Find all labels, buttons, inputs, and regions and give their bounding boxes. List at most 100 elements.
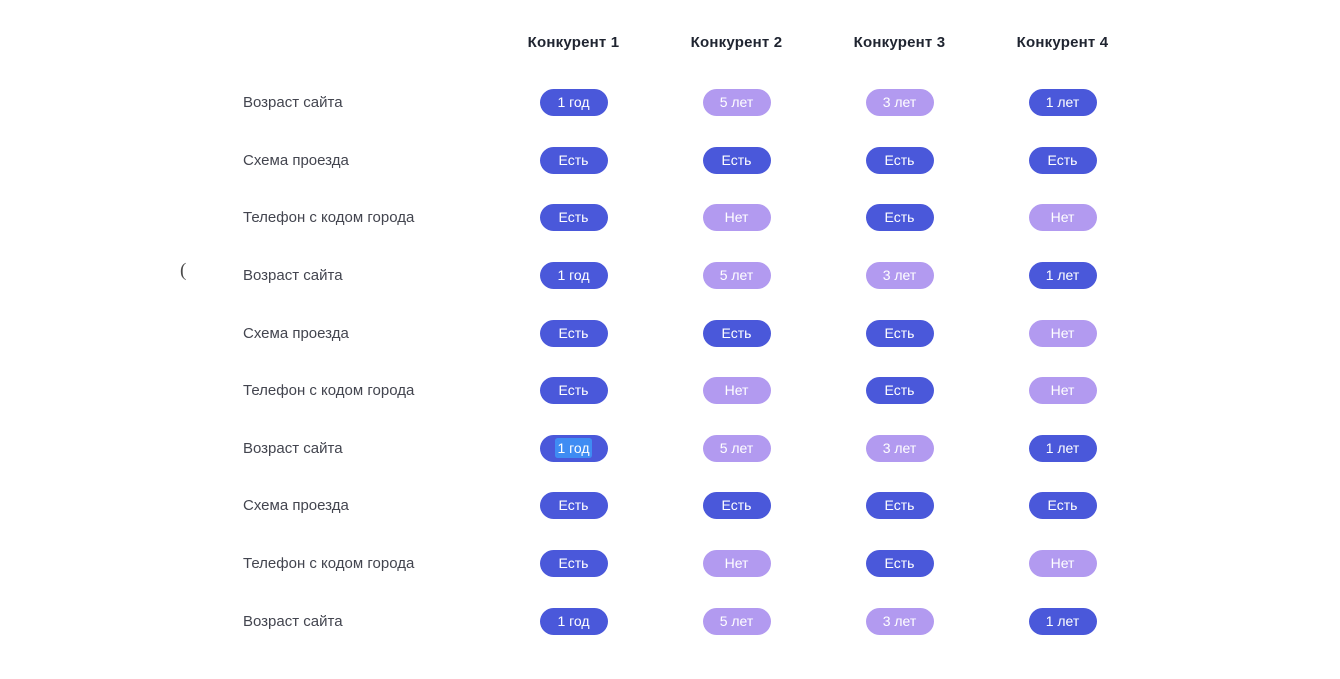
value-badge: 5 лет (702, 262, 771, 290)
table-cell: 5 лет (655, 607, 818, 635)
table-row: Схема проезда Есть Есть Есть Есть (0, 477, 1340, 535)
value-badge: Нет (1028, 319, 1097, 347)
table-row: Схема проезда Есть Есть Есть Есть (0, 132, 1340, 190)
stray-parenthesis: ( (180, 260, 187, 281)
value-badge: 1 год (539, 89, 608, 117)
value-badge: Есть (865, 319, 934, 347)
table-cell: Нет (655, 377, 818, 405)
table-cell: 1 лет (981, 89, 1144, 117)
value-badge: Есть (539, 319, 608, 347)
badge-text: 3 лет (882, 94, 917, 111)
table-row: Телефон с кодом города Есть Нет Есть Нет (0, 362, 1340, 420)
value-badge: Есть (865, 377, 934, 405)
competitor-comparison-table: Конкурент 1 Конкурент 2 Конкурент 3 Конкуре… (0, 0, 1340, 635)
value-badge: 1 лет (1028, 262, 1097, 290)
badge-text: 5 лет (719, 612, 754, 629)
value-badge: 5 лет (702, 607, 771, 635)
value-badge: 3 лет (865, 607, 934, 635)
table-cell: 5 лет (655, 89, 818, 117)
value-badge: 1 лет (1028, 89, 1097, 117)
value-badge: Нет (702, 550, 771, 578)
badge-text: 5 лет (719, 94, 754, 111)
table-cell: Есть (492, 204, 655, 232)
table-cell: Есть (981, 492, 1144, 520)
badge-text-selected: 1 год (557, 439, 590, 456)
badge-text: Нет (724, 555, 749, 572)
value-badge: Есть (539, 204, 608, 232)
badge-text: Нет (1050, 209, 1075, 226)
badge-text: Есть (1047, 151, 1078, 168)
column-header-1: Конкурент 1 (527, 33, 620, 51)
row-label: Возраст сайта (243, 94, 343, 112)
row-label: Возраст сайта (243, 439, 343, 457)
value-badge: Есть (702, 146, 771, 174)
row-label: Схема проезда (243, 497, 349, 515)
value-badge: 3 лет (865, 434, 934, 462)
value-badge: Есть (539, 146, 608, 174)
table-cell: 3 лет (818, 89, 981, 117)
table-cell: Есть (492, 146, 655, 174)
badge-text: Есть (884, 151, 915, 168)
badge-text: Есть (884, 555, 915, 572)
row-label: Телефон с кодом города (243, 209, 415, 227)
table-cell: 1 лет (981, 434, 1144, 462)
badge-text: 1 лет (1045, 612, 1080, 629)
badge-text: 1 лет (1045, 439, 1080, 456)
badge-text: 1 год (557, 94, 590, 111)
value-badge: Нет (1028, 377, 1097, 405)
table-cell: 1 год (492, 262, 655, 290)
table-cell: Есть (492, 550, 655, 578)
badge-text: Нет (1050, 382, 1075, 399)
table-cell: 1 лет (981, 262, 1144, 290)
badge-text: 3 лет (882, 439, 917, 456)
badge-text: Есть (721, 151, 752, 168)
table-row: Телефон с кодом города Есть Нет Есть Нет (0, 189, 1340, 247)
value-badge: Нет (1028, 204, 1097, 232)
header-row: Конкурент 1 Конкурент 2 Конкурент 3 Конкуре… (0, 0, 1340, 74)
value-badge: Есть (865, 550, 934, 578)
row-label: Телефон с кодом города (243, 382, 415, 400)
table-cell: Есть (818, 319, 981, 347)
table-cell: 5 лет (655, 262, 818, 290)
badge-text: Нет (1050, 324, 1075, 341)
table-cell: Нет (981, 204, 1144, 232)
row-label: Возраст сайта (243, 612, 343, 630)
value-badge: Есть (865, 492, 934, 520)
table-row: Возраст сайта 1 год 5 лет 3 лет 1 лет (0, 247, 1340, 305)
badge-text: Нет (724, 209, 749, 226)
table-cell: 3 лет (818, 262, 981, 290)
value-badge: Нет (702, 204, 771, 232)
table-row: Возраст сайта 1 год 5 лет 3 лет 1 лет (0, 420, 1340, 478)
table-cell: Нет (655, 550, 818, 578)
value-badge: 3 лет (865, 262, 934, 290)
badge-text: Есть (558, 555, 589, 572)
value-badge: Есть (865, 146, 934, 174)
badge-text: Есть (1047, 497, 1078, 514)
table-cell: 3 лет (818, 434, 981, 462)
value-badge: Есть (1028, 492, 1097, 520)
table-cell: Нет (981, 319, 1144, 347)
table-row: Возраст сайта 1 год 5 лет 3 лет 1 лет (0, 74, 1340, 132)
table-cell: Есть (655, 319, 818, 347)
value-badge: Есть (702, 492, 771, 520)
table-cell: Есть (655, 146, 818, 174)
table-cell: Нет (981, 377, 1144, 405)
value-badge: Есть (865, 204, 934, 232)
badge-text: Есть (558, 497, 589, 514)
row-label: Схема проезда (243, 151, 349, 169)
table-cell: Есть (818, 204, 981, 232)
value-badge: 1 год (539, 434, 608, 462)
badge-text: 5 лет (719, 267, 754, 284)
value-badge: 1 лет (1028, 607, 1097, 635)
value-badge: Нет (702, 377, 771, 405)
badge-text: 1 лет (1045, 267, 1080, 284)
badge-text: 1 лет (1045, 94, 1080, 111)
badge-text: Есть (558, 209, 589, 226)
table-cell: Есть (492, 377, 655, 405)
column-header-4: Конкурент 4 (1016, 33, 1109, 51)
value-badge: Есть (539, 550, 608, 578)
badge-text: Есть (558, 151, 589, 168)
value-badge: Есть (539, 377, 608, 405)
column-header-3: Конкурент 3 (853, 33, 946, 51)
badge-text: Есть (721, 497, 752, 514)
